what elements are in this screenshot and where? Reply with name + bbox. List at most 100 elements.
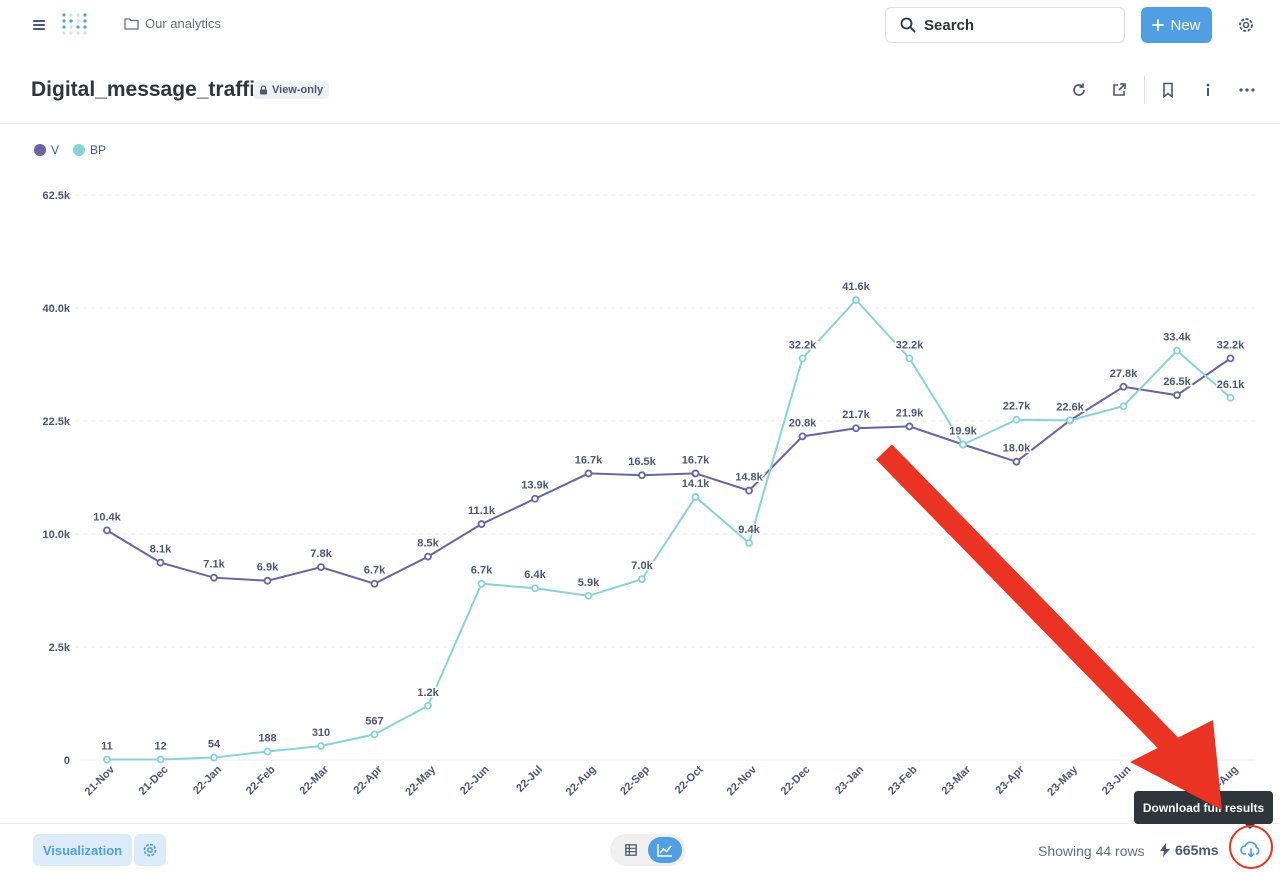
new-button[interactable]: New [1141, 7, 1212, 43]
lock-icon [260, 85, 267, 95]
info-icon[interactable] [1197, 79, 1219, 101]
data-label-v: 27.8k [1110, 368, 1138, 380]
data-label-v: 21.7k [842, 409, 870, 421]
line-chart: 62.5k 40.0k 22.5k 10.0k 2.5k 0 21-Nov 21-Dec 22-… [42, 190, 1255, 799]
x-tick-label: 3-Aug [1210, 764, 1241, 795]
legend-item-v[interactable]: V [34, 143, 59, 157]
data-label-bp: 22.7k [1003, 401, 1031, 413]
data-point-bp [263, 747, 272, 756]
y-tick-label: 10.0k [42, 529, 70, 541]
question-title[interactable]: Digital_message_traffic [31, 78, 267, 101]
x-tick-label: 23-Feb [886, 763, 920, 797]
legend-label-v: V [51, 143, 60, 157]
highlight-circle [1229, 825, 1273, 869]
data-point-v [1012, 457, 1021, 466]
data-label-bp: 14.1k [682, 478, 710, 490]
x-tick-label: 23-Apr [993, 763, 1027, 797]
data-label-v: 16.7k [682, 454, 710, 466]
data-point-bp [424, 701, 432, 710]
line-chart-icon [657, 844, 672, 857]
viz-settings-button[interactable] [134, 834, 166, 866]
data-point-bp [852, 296, 860, 304]
search-input[interactable]: Search [885, 7, 1125, 43]
footer-bar: Visualization Showing 44 rows 665ms [0, 823, 1280, 872]
data-point-bp [531, 584, 539, 593]
row-count: Showing 44 rows [1038, 843, 1145, 859]
bolt-icon [1160, 843, 1170, 857]
data-point-bp [638, 575, 646, 584]
data-label-v: 13.9k [521, 480, 549, 492]
data-point-v [852, 424, 860, 433]
data-point-bp [317, 742, 325, 750]
data-label-bp: 41.6k [842, 281, 870, 293]
top-navbar: Our analytics Search New [0, 0, 1280, 52]
data-label-v: 19.9k [949, 426, 977, 438]
data-point-v [584, 469, 593, 478]
data-point-v [210, 573, 218, 582]
x-tick-label: 22-Aug [564, 764, 599, 799]
x-tick-label: 22-Nov [725, 763, 760, 798]
series-line-v [106, 357, 1232, 585]
data-label-v: 20.8k [789, 417, 817, 429]
visualization-button[interactable]: Visualization [33, 834, 132, 866]
data-point-bp [584, 591, 593, 600]
data-point-v [638, 471, 646, 480]
chart-view-button[interactable] [648, 837, 682, 863]
data-label-bp: 6.7k [471, 565, 493, 577]
data-point-v [263, 576, 272, 585]
data-point-bp [477, 579, 486, 588]
data-label-v: 10.4k [93, 511, 121, 523]
badge-label: View-only [272, 84, 324, 96]
x-tick-label: 22-Mar [298, 763, 332, 797]
data-label-v: 16.5k [628, 456, 656, 468]
data-label-bp: 11 [101, 741, 113, 753]
x-tick-label: 22-Feb [244, 763, 278, 797]
data-label-bp: 54 [208, 739, 221, 751]
x-tick-label: 23-May [1045, 763, 1080, 798]
data-label-v: 26.5k [1163, 376, 1191, 388]
data-label-bp: 188 [258, 733, 276, 745]
x-tick-label: 23 [1170, 764, 1187, 781]
data-label-bp: 567 [365, 715, 383, 727]
data-label-v: 6.7k [364, 565, 386, 577]
data-point-v [103, 526, 111, 535]
viz-settings-gear-icon [143, 843, 157, 857]
data-point-v [745, 486, 753, 495]
data-point-v [424, 552, 432, 561]
folder-icon [124, 18, 139, 30]
settings-gear-icon[interactable] [1236, 15, 1256, 35]
share-icon[interactable] [1108, 79, 1130, 101]
x-tick-label: 21-Nov [83, 763, 118, 798]
data-point-v [317, 563, 325, 572]
more-options-icon[interactable] [1236, 79, 1258, 101]
legend-item-bp[interactable]: BP [73, 143, 106, 157]
bookmark-icon[interactable] [1157, 79, 1179, 101]
data-point-v [531, 494, 539, 503]
legend-label-bp: BP [90, 143, 107, 157]
y-tick-label: 0 [64, 755, 70, 767]
y-tick-label: 62.5k [42, 190, 70, 202]
refresh-icon[interactable] [1068, 79, 1090, 101]
plus-icon [1152, 19, 1165, 31]
data-point-bp [745, 539, 753, 547]
view-only-badge: View-only [253, 81, 330, 99]
view-toggle [610, 834, 686, 866]
x-tick-label: 22-Dec [779, 764, 813, 798]
metabase-logo[interactable] [60, 10, 90, 40]
data-point-bp [370, 730, 379, 739]
breadcrumb[interactable]: Our analytics [124, 16, 221, 31]
search-icon [900, 17, 916, 33]
chart-legend: V BP [34, 143, 106, 157]
hamburger-menu-icon[interactable] [30, 16, 48, 34]
data-label-bp: 12 [154, 740, 166, 752]
data-label-bp: 33.4k [1163, 332, 1191, 344]
table-view-button[interactable] [618, 839, 644, 861]
data-label-bp: 7.0k [631, 560, 653, 572]
data-point-bp [103, 755, 111, 764]
x-tick-label: 22-Oct [673, 763, 706, 796]
data-label-v: 7.8k [310, 548, 332, 560]
x-tick-label: 23-Jun [1100, 763, 1134, 797]
data-label-bp: 32.2k [896, 339, 924, 351]
data-label-bp: 22.6k [1056, 401, 1084, 413]
x-tick-label: 23-Jan [833, 763, 866, 796]
